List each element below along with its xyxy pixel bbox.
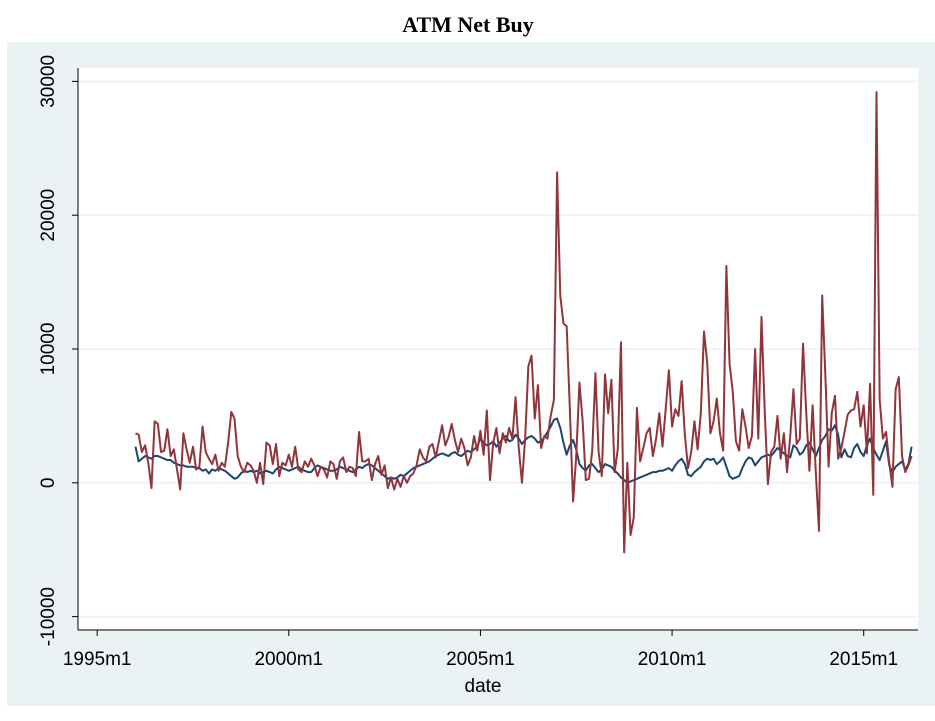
y-tick-label: 10000	[38, 323, 59, 376]
x-tick-label: 2005m1	[446, 649, 515, 670]
y-tick-label: -10000	[38, 587, 59, 646]
y-tick-label: 0	[38, 478, 59, 489]
x-tick-label: 2015m1	[829, 649, 898, 670]
x-tick-label: 2010m1	[638, 649, 707, 670]
x-axis-label: date	[465, 676, 502, 697]
chart-title: ATM Net Buy	[402, 12, 534, 37]
y-tick-label: 30000	[38, 55, 59, 108]
y-tick-label: 20000	[38, 189, 59, 242]
series-line	[135, 91, 913, 554]
x-tick-label: 1995m1	[63, 649, 132, 670]
x-tick-label: 2000m1	[254, 649, 323, 670]
